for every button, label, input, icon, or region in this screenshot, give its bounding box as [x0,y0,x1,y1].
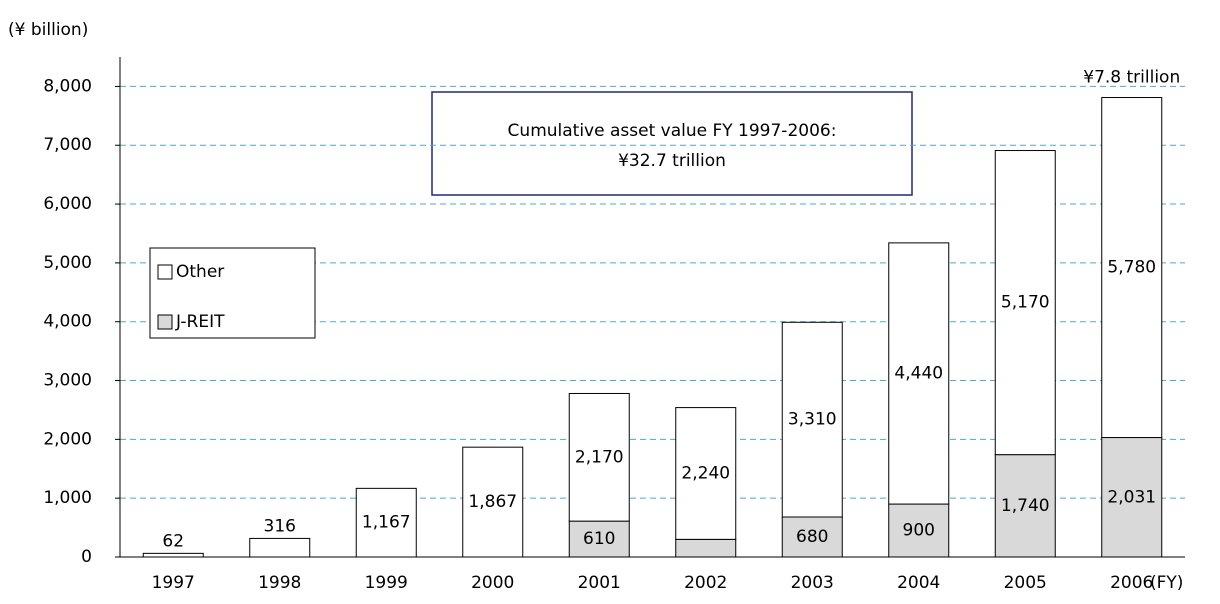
y-tick-label: 3,000 [43,371,92,391]
bar-segment [781,321,843,518]
data-label: 3,310 [788,410,837,430]
x-tick-label: 2002 [684,573,727,593]
bar-segment [249,537,311,558]
legend-box [149,247,316,339]
annotation-box [431,91,913,196]
y-tick-label: 4,000 [43,312,92,332]
bar-segment [994,454,1056,558]
data-label: 1,867 [468,492,517,512]
legend-label: Other [176,262,224,282]
data-label: 2,240 [681,463,730,483]
bar-segment [1101,437,1163,558]
y-tick-label: 1,000 [43,488,92,508]
data-label: 2,170 [575,447,624,467]
bar-segment [675,407,737,540]
x-tick-label: 2006 [1110,573,1153,593]
legend-label: J-REIT [175,312,225,332]
y-axis-label: (¥ billion) [8,20,88,40]
data-label: 5,170 [1001,293,1050,313]
x-tick-label: 2001 [578,573,621,593]
x-tick-label: 2004 [897,573,940,593]
bar-segment [888,242,950,505]
y-tick-label: 0 [81,547,92,567]
bar-segment [355,487,417,558]
x-tick-label: 1998 [258,573,301,593]
bar-segment [675,538,737,558]
data-label: 62 [162,531,184,551]
bar-segment [462,446,524,558]
data-label: 316 [264,516,296,536]
legend-swatch [157,264,173,280]
y-tick-label: 2,000 [43,429,92,449]
x-tick-label: 1997 [152,573,195,593]
x-axis-label: (FY) [1150,573,1183,593]
bar-segment [1101,97,1163,439]
x-tick-label: 1999 [365,573,408,593]
bar-segment [142,552,204,558]
data-label: 900 [903,521,935,541]
legend-swatch [157,314,173,330]
y-tick-label: 7,000 [43,135,92,155]
x-tick-label: 2005 [1004,573,1047,593]
x-tick-label: 2000 [471,573,514,593]
annotation: Cumulative asset value FY 1997-2006: [508,121,837,141]
data-label: 5,780 [1107,258,1156,278]
data-label: 1,167 [362,513,411,533]
data-label: 680 [796,527,828,547]
bar-segment [568,392,630,522]
bar-segment [888,503,950,558]
data-label: 4,440 [894,363,943,383]
bar-segment [994,150,1056,456]
y-tick-label: 8,000 [43,76,92,96]
y-tick-label: 6,000 [43,194,92,214]
data-label: 1,740 [1001,496,1050,516]
annotation: ¥32.7 trillion [618,151,726,171]
x-tick-label: 2003 [791,573,834,593]
data-label: 610 [583,529,615,549]
annotation: ¥7.8 trillion [1083,68,1180,88]
data-label: 2,031 [1107,487,1156,507]
y-tick-label: 5,000 [43,253,92,273]
